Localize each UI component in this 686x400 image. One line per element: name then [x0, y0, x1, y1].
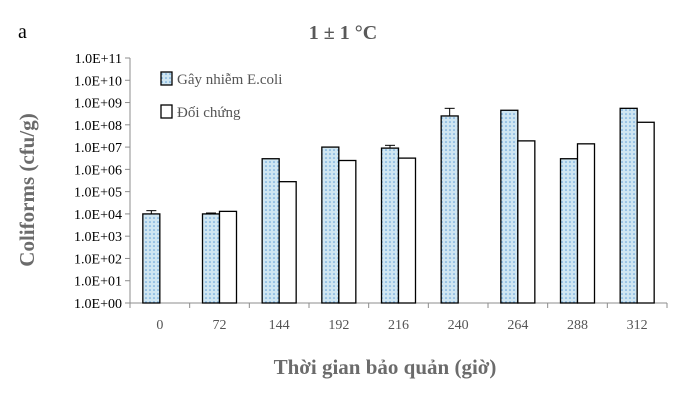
x-tick-label: 192 [328, 318, 349, 333]
x-tick-label: 72 [213, 318, 227, 333]
x-tick-label: 264 [507, 318, 528, 333]
x-tick-label: 144 [269, 318, 290, 333]
bar-control [517, 140, 536, 304]
y-tick-label: 1.0E+08 [74, 119, 122, 134]
y-tick-label: 1.0E+04 [74, 208, 122, 223]
x-axis-label: Thời gian bảo quản (giờ) [274, 355, 497, 379]
bar-control [636, 121, 655, 304]
y-tick-label: 1.0E+09 [74, 97, 122, 112]
y-tick-label: 1.0E+07 [74, 141, 122, 156]
bar-infected [380, 147, 400, 304]
legend-swatch-infected [160, 71, 173, 86]
bar-control [218, 210, 238, 304]
bar-infected [201, 213, 221, 304]
chart-title: 1 ± 1 °C [309, 22, 377, 44]
legend: Gây nhiễm E.coli Đối chứng [160, 71, 282, 121]
y-tick-label: 1.0E+03 [74, 230, 122, 245]
bar-control [576, 143, 596, 304]
y-ticks: 1.0E+00 1.0E+01 1.0E+02 1.0E+03 1.0E+04 1.0E+… [74, 52, 130, 312]
y-tick-label: 1.0E+05 [74, 186, 122, 201]
bar-infected [440, 115, 459, 304]
panel-label: a [18, 21, 27, 43]
bar-control [397, 157, 417, 304]
bar-infected [321, 146, 340, 304]
bar-infected [261, 158, 280, 304]
y-tick-label: 1.0E+10 [74, 74, 122, 89]
bar-control [338, 159, 357, 304]
x-tick-label: 0 [156, 318, 163, 333]
legend-label: Đối chứng [177, 105, 241, 121]
x-tick-label: 312 [627, 318, 648, 333]
bar-infected [619, 107, 638, 304]
bars [142, 107, 655, 304]
y-axis-label: Coliforms (cfu/g) [15, 113, 39, 266]
x-tick-label: 216 [388, 318, 409, 333]
x-ticks: 0 72 144 192 216 240 264 288 312 [129, 303, 668, 333]
bar-infected [500, 109, 519, 304]
bar-infected [559, 158, 579, 304]
bar-control [278, 181, 297, 304]
y-tick-label: 1.0E+00 [74, 297, 122, 312]
legend-swatch-control [160, 104, 173, 119]
bar-infected [142, 213, 161, 304]
x-tick-label: 240 [448, 318, 469, 333]
y-tick-label: 1.0E+01 [74, 275, 122, 290]
y-tick-label: 1.0E+06 [74, 163, 122, 178]
y-tick-label: 1.0E+02 [74, 252, 122, 267]
x-tick-label: 288 [567, 318, 588, 333]
legend-label: Gây nhiễm E.coli [177, 72, 282, 88]
y-tick-label: 1.0E+11 [75, 52, 122, 67]
